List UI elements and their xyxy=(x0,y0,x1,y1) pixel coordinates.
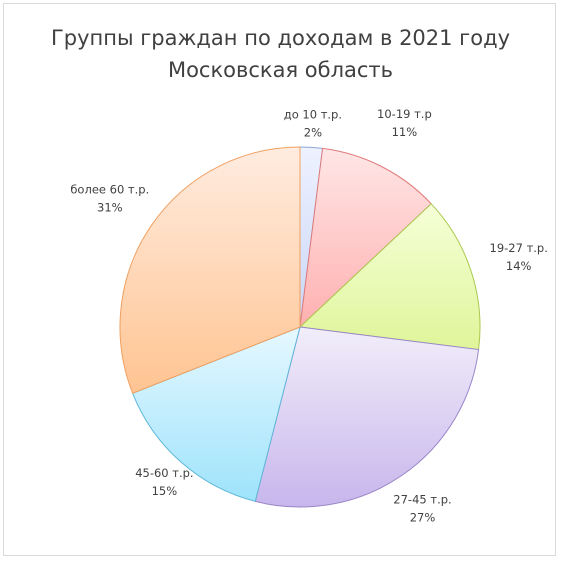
chart-frame: Группы граждан по доходам в 2021 году Мо… xyxy=(3,3,556,556)
pie-slice xyxy=(299,147,432,329)
slice-label-value: 27% xyxy=(410,510,436,524)
slice-label-name: 27-45 т.р. xyxy=(393,492,451,506)
slice-label-value: 11% xyxy=(392,125,418,139)
slice-label-name: 19-27 т.р. xyxy=(490,241,548,255)
pie-slice xyxy=(131,326,301,502)
slice-label-name: до 10 т.р. xyxy=(284,107,342,121)
slice-label-value: 31% xyxy=(97,201,123,215)
slice-label-name: 10-19 т.р xyxy=(377,107,432,121)
pie-slice xyxy=(298,203,481,351)
pie-chart: до 10 т.р. 2% 10-19 т.р 11% 19-27 т.р. 14% 27-… xyxy=(70,107,548,524)
pie-slice xyxy=(254,326,480,508)
slice-label-name: 45-60 т.р. xyxy=(135,466,193,480)
slice-label-name: более 60 т.р. xyxy=(70,183,149,197)
slice-label-value: 14% xyxy=(506,259,532,273)
slice-label-value: 2% xyxy=(304,125,322,139)
chart-title: Группы граждан по доходам в 2021 году Мо… xyxy=(50,26,511,82)
pie-slice xyxy=(119,146,301,394)
slice-label-value: 15% xyxy=(152,484,178,498)
